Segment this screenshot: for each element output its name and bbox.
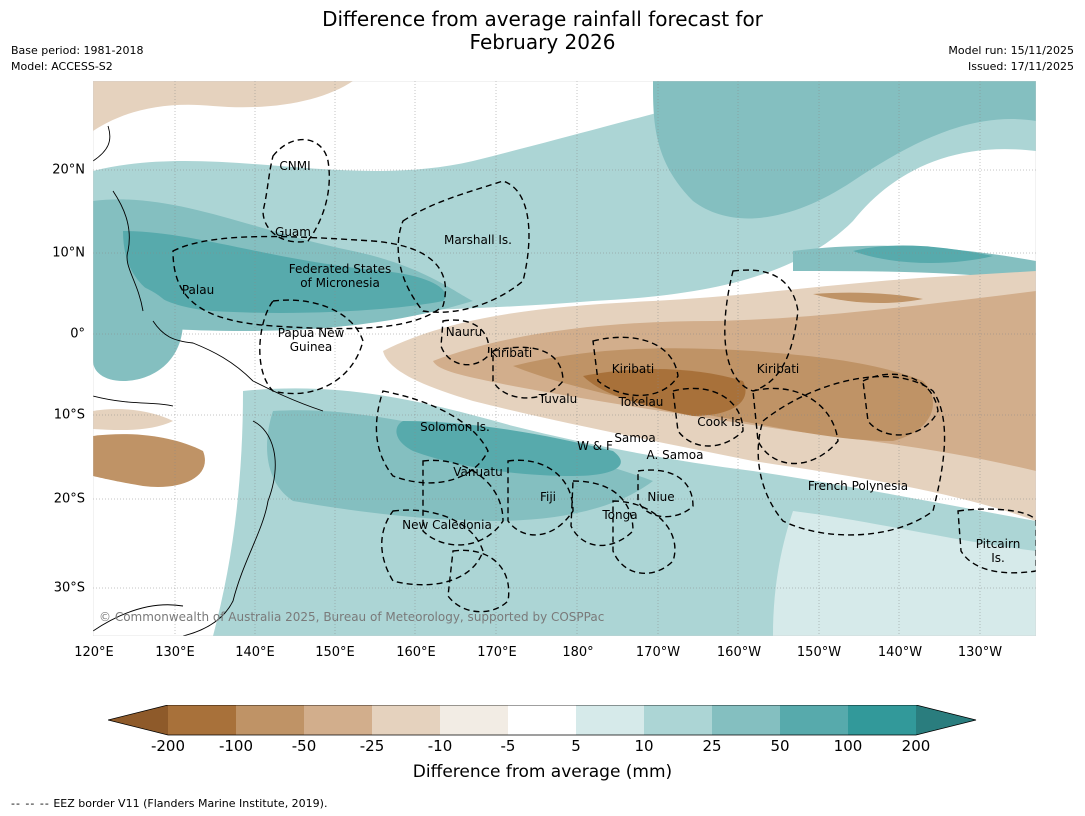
label-samoa: Samoa [614,431,655,445]
label-french-polynesia: French Polynesia [808,479,908,493]
colorbar-label: -100 [218,737,254,755]
x-tick: 170°W [635,645,681,660]
label-cook: Cook Is. [697,415,744,429]
x-tick: 130°W [957,645,1003,660]
label-wallis: W & F [577,439,613,453]
colorbar-swatch [236,705,304,735]
copyright-text: © Commonwealth of Australia 2025, Bureau… [99,610,604,624]
colorbar-swatch [644,705,712,735]
colorbar-extend-low [108,705,168,735]
y-tick: 20°S [53,491,85,507]
label-guam: Guam [275,225,311,239]
anomaly-fill [93,81,1036,636]
colorbar-swatch [168,705,236,735]
title-line-1: Difference from average rainfall forecas… [322,7,763,31]
rainfall-map: CNMI Guam Marshall Is. Federated States … [93,81,1036,636]
y-tick: 30°S [53,580,85,596]
eez-borders [172,139,1036,613]
label-marshall: Marshall Is. [444,233,512,247]
x-tick: 150°E [315,645,355,660]
label-kiribati-c: Kiribati [612,362,654,376]
y-tick: 20°N [52,162,85,178]
x-tick: 160°E [396,645,436,660]
base-period: Base period: 1981-2018 [11,44,144,57]
x-tick: 170°E [477,645,517,660]
label-am-samoa: A. Samoa [647,448,704,462]
colorbar-label: 100 [833,737,863,755]
label-png-2: Guinea [290,340,333,354]
graticule [93,81,1036,636]
label-new-caledonia: New Caledonia [402,518,492,532]
colorbar-swatch [508,705,576,735]
label-solomon: Solomon Is. [420,420,490,434]
footer-legend: -- -- -- EEZ border V11 (Flanders Marine… [11,797,327,810]
meta-right: Model run: 15/11/2025 Issued: 17/11/2025 [948,43,1074,75]
label-fiji: Fiji [540,490,556,504]
x-tick: 120°E [74,645,114,660]
colorbar-swatch [848,705,916,735]
eez-source-text: EEZ border V11 (Flanders Marine Institut… [53,797,328,810]
chart-title: Difference from average rainfall forecas… [0,8,1085,54]
x-tick: 150°W [796,645,842,660]
label-tokelau: Tokelau [618,395,664,409]
colorbar-swatch [304,705,372,735]
coastlines [93,125,324,636]
colorbar-extend-high [916,705,976,735]
colorbar-swatch [576,705,644,735]
colorbar-label: -50 [291,737,317,755]
model-run: Model run: 15/11/2025 [948,44,1074,57]
label-pitcairn-2: Is. [991,551,1005,565]
eez-line-sample: -- -- -- [11,797,50,810]
label-fsm-2: of Micronesia [300,276,380,290]
label-palau: Palau [182,283,214,297]
label-nauru: Nauru [446,325,482,339]
colorbar-label: 10 [634,737,654,755]
colorbar-swatch [440,705,508,735]
label-kiribati-e: Kiribati [757,362,799,376]
y-tick: 0° [70,326,85,342]
label-tonga: Tonga [601,508,637,522]
colorbar-label: -10 [427,737,453,755]
colorbar-label: 5 [571,737,581,755]
meta-left: Base period: 1981-2018 Model: ACCESS-S2 [11,43,143,75]
y-tick: 10°S [53,407,85,423]
colorbar-label: 50 [770,737,790,755]
x-tick: 130°E [155,645,195,660]
x-tick: 160°W [716,645,762,660]
colorbar-swatch [712,705,780,735]
colorbar-label: 25 [702,737,722,755]
label-tuvalu: Tuvalu [538,392,578,406]
colorbar-label: 200 [901,737,931,755]
label-pitcairn-1: Pitcairn [976,537,1021,551]
x-tick: 180° [562,645,594,660]
x-tick: 140°E [235,645,275,660]
label-png-1: Papua New [278,326,345,340]
label-niue: Niue [647,490,674,504]
label-vanuatu: Vanuatu [453,465,503,479]
colorbar-swatch [372,705,440,735]
colorbar-label: -25 [359,737,385,755]
y-tick: 10°N [52,245,85,261]
label-fsm-1: Federated States [289,262,391,276]
issued-date: Issued: 17/11/2025 [967,60,1074,73]
title-line-2: February 2026 [469,30,616,54]
colorbar [108,705,977,736]
model-name: Model: ACCESS-S2 [11,60,113,73]
colorbar-label: -200 [150,737,186,755]
colorbar-swatch [780,705,848,735]
colorbar-title: Difference from average (mm) [412,762,673,782]
colorbar-label: -5 [500,737,516,755]
label-cnmi: CNMI [279,159,310,173]
x-tick: 140°W [877,645,923,660]
label-kiribati-w: Kiribati [490,346,532,360]
map-labels: CNMI Guam Marshall Is. Federated States … [182,159,1020,565]
